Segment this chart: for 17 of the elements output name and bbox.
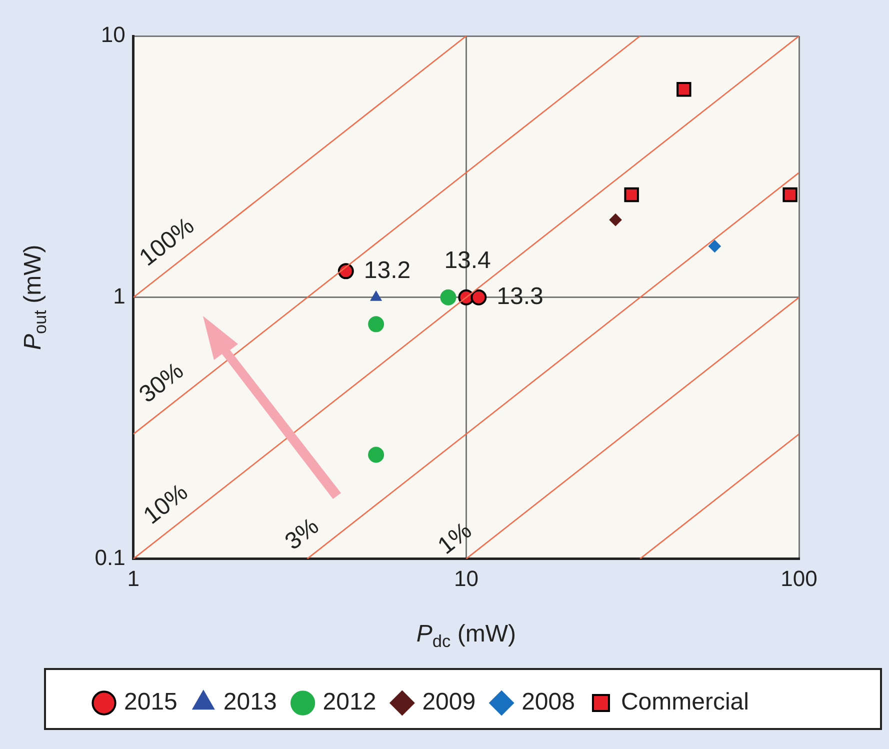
legend-label: 2013 bbox=[223, 688, 277, 716]
y-tick-label: 10 bbox=[100, 22, 126, 48]
legend-label: 2009 bbox=[422, 688, 476, 716]
y-axis-title: Pout (mW) bbox=[20, 244, 50, 350]
legend-label: Commercial bbox=[620, 688, 749, 716]
legend-label: 2015 bbox=[124, 688, 178, 716]
y-tick-label: 1 bbox=[113, 283, 126, 308]
annotation: 1% bbox=[432, 517, 477, 560]
x-tick-label: 10 bbox=[454, 566, 478, 592]
x-tick-label: 100 bbox=[780, 566, 818, 592]
annotation: 13.2 bbox=[364, 256, 411, 284]
legend-label: 2012 bbox=[322, 688, 376, 716]
y-tick-label: 0.1 bbox=[94, 544, 126, 570]
annotation: 3% bbox=[280, 512, 324, 556]
legend-label: 2008 bbox=[522, 688, 575, 716]
annotation: 30% bbox=[134, 357, 189, 408]
annotation: 10% bbox=[138, 478, 194, 530]
